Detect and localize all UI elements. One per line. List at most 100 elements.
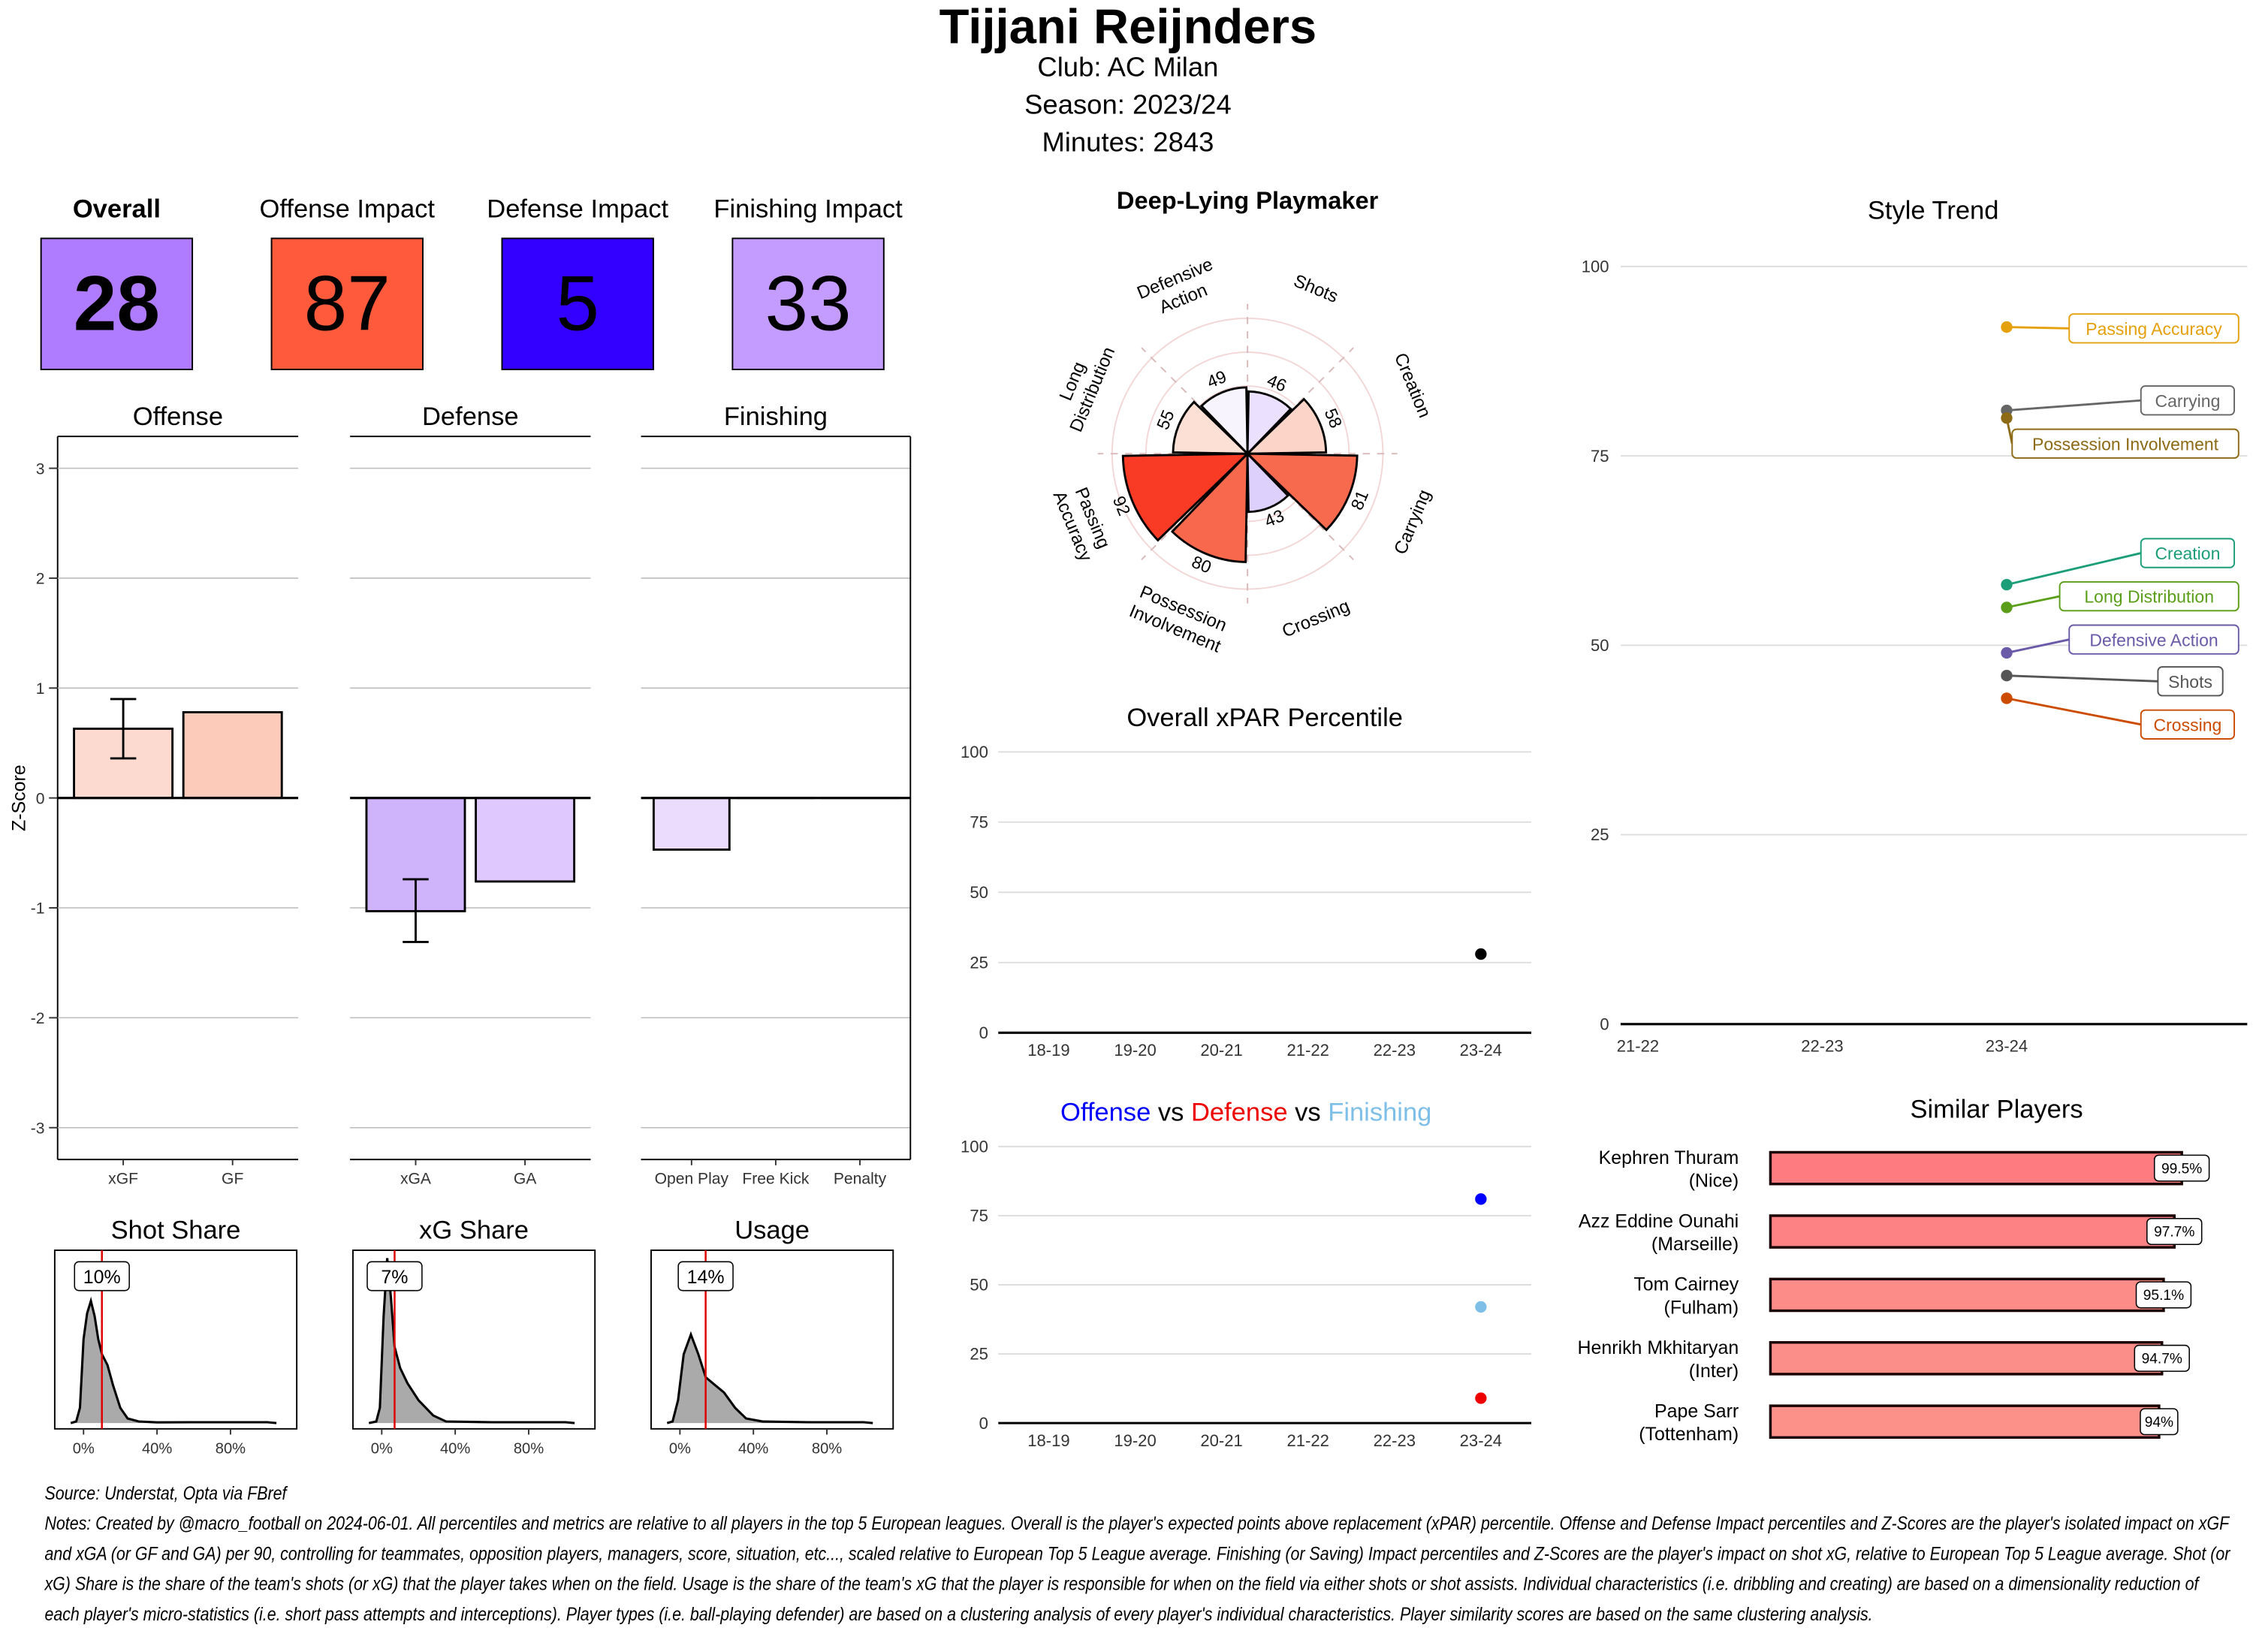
polar-sector xyxy=(1121,452,1250,542)
polar-sector xyxy=(1246,451,1290,514)
y-tick-label: -2 xyxy=(31,1010,45,1027)
x-tick-label: 23-24 xyxy=(1460,1431,1502,1450)
y-tick-label: 25 xyxy=(1591,825,1609,844)
similar-player-row: Azz Eddine Ounahi (Marseille) 97.7% xyxy=(1579,1210,2203,1255)
y-tick-label: 50 xyxy=(970,1276,988,1295)
polar-sector xyxy=(1172,400,1250,455)
similarity-bar xyxy=(1769,1404,2161,1439)
sector-category-label: DefensiveAction xyxy=(1134,254,1224,323)
y-tick-label: 0 xyxy=(1600,1014,1609,1033)
x-tick-label: 40% xyxy=(142,1440,172,1457)
kpi-label: Defense Impact xyxy=(487,194,669,224)
sector-value-label: 55 xyxy=(1153,407,1178,433)
polar-title: Deep-Lying Playmaker xyxy=(1117,186,1379,214)
polar-sector xyxy=(1244,452,1359,532)
kpi-value-box: 5 xyxy=(501,237,654,370)
polar-sector xyxy=(1246,390,1292,457)
x-tick-label: 21-22 xyxy=(1617,1036,1659,1055)
y-tick-label: 100 xyxy=(961,743,988,761)
y-tick-label: 0 xyxy=(979,1023,988,1042)
data-point xyxy=(1475,948,1487,960)
kpi-label: Finishing Impact xyxy=(713,194,903,224)
sector-category-label: Carrying xyxy=(1390,487,1435,557)
sector-value-label: 49 xyxy=(1204,366,1229,392)
sector-category-label: Crossing xyxy=(1279,596,1353,642)
minutes-line: Minutes: 2843 xyxy=(1042,128,1214,158)
series-label: Passing Accuracy xyxy=(2086,319,2222,339)
x-tick-label: 20-21 xyxy=(1200,1431,1242,1450)
panel-title: xG Share xyxy=(419,1216,529,1245)
label-leader-line xyxy=(2006,638,2070,654)
data-point xyxy=(1475,1392,1487,1404)
y-tick-label: 100 xyxy=(961,1138,988,1156)
title-part: vs xyxy=(1288,1098,1329,1126)
player-name: Kephren Thuram xyxy=(1599,1147,1739,1168)
similarity-bar xyxy=(1769,1340,2164,1376)
x-tick-label: GF xyxy=(222,1171,243,1188)
chart-title: Overall xPAR Percentile xyxy=(1126,704,1403,732)
polar-sector xyxy=(1199,386,1249,457)
y-tick-label: 1 xyxy=(36,680,45,698)
player-name: Azz Eddine Ounahi xyxy=(1579,1210,1739,1231)
spoke-line xyxy=(1141,453,1248,560)
y-tick-label: 75 xyxy=(970,812,988,831)
similarity-bar xyxy=(1769,1150,2183,1186)
label-leader-line xyxy=(2006,674,2158,683)
x-tick-label: Open Play xyxy=(655,1171,729,1188)
data-point xyxy=(2001,670,2013,682)
density-area xyxy=(667,1334,873,1424)
density-line xyxy=(70,1296,277,1424)
series-label: Long Distribution xyxy=(2084,587,2214,607)
x-tick-label: GA xyxy=(514,1171,537,1188)
zscore-chart: Z-Score -3 -2 -1 0 1 2 3 Offense xGF GF Defense xGA G… xyxy=(8,402,912,1188)
page-title: Tijjani Reijnders xyxy=(939,0,1317,55)
x-tick-label: 40% xyxy=(440,1440,470,1457)
label-leader-line xyxy=(2006,595,2060,609)
bar-open-play xyxy=(652,797,731,851)
category-label-line: Crossing xyxy=(1279,596,1353,642)
player-name: Pape Sarr xyxy=(1654,1400,1739,1421)
kpi-value-box: 87 xyxy=(270,237,424,370)
series-label-box xyxy=(2068,313,2239,344)
data-point xyxy=(2001,601,2013,613)
y-tick-label: 3 xyxy=(36,460,45,478)
x-tick-label: 19-20 xyxy=(1114,1041,1156,1060)
x-tick-label: 80% xyxy=(514,1440,544,1457)
similarity-value: 94.7% xyxy=(2142,1352,2182,1367)
polar-sector xyxy=(1170,451,1249,563)
y-tick-label: 50 xyxy=(970,883,988,902)
label-leader-line xyxy=(2006,697,2142,726)
density-xg-share: xG Share 7% 0% 40% 80% xyxy=(351,1216,596,1457)
y-tick-label: -1 xyxy=(31,900,45,918)
value-label: 10% xyxy=(83,1267,121,1288)
panel-title: Shot Share xyxy=(111,1216,241,1245)
category-label-line: Carrying xyxy=(1390,487,1435,557)
y-tick-label: 75 xyxy=(1591,447,1609,466)
chart-title: Similar Players xyxy=(1910,1095,2083,1123)
series-label: Creation xyxy=(2155,544,2220,563)
series-label-box xyxy=(2058,580,2239,612)
y-tick-label: 0 xyxy=(36,790,45,807)
series-label-box xyxy=(2140,385,2236,416)
x-tick-label: 20-21 xyxy=(1200,1041,1242,1060)
y-tick-label: -3 xyxy=(31,1120,45,1137)
x-tick-label: 0% xyxy=(73,1440,95,1457)
facet-offense: Offense xGF GF xyxy=(57,402,299,1188)
similar-player-row: Pape Sarr (Tottenham) 94% xyxy=(1639,1400,2179,1445)
y-tick-label: 25 xyxy=(970,953,988,972)
density-line xyxy=(666,1331,873,1424)
similarity-value: 97.7% xyxy=(2154,1225,2194,1241)
sector-value-label: 58 xyxy=(1321,405,1347,431)
x-tick-label: 21-22 xyxy=(1286,1041,1329,1060)
series-label: Shots xyxy=(2168,672,2212,692)
series-label-box xyxy=(2011,428,2239,459)
value-label-box xyxy=(366,1261,423,1292)
value-label-box xyxy=(677,1261,734,1292)
label-leader-line xyxy=(2006,399,2141,411)
similarity-value: 94% xyxy=(2145,1415,2173,1430)
data-point xyxy=(1475,1193,1487,1205)
source-text: Source: Understat, Opta via FBref xyxy=(44,1482,287,1504)
sector-category-label: Creation xyxy=(1390,350,1435,421)
y-tick-label: 25 xyxy=(970,1345,988,1364)
